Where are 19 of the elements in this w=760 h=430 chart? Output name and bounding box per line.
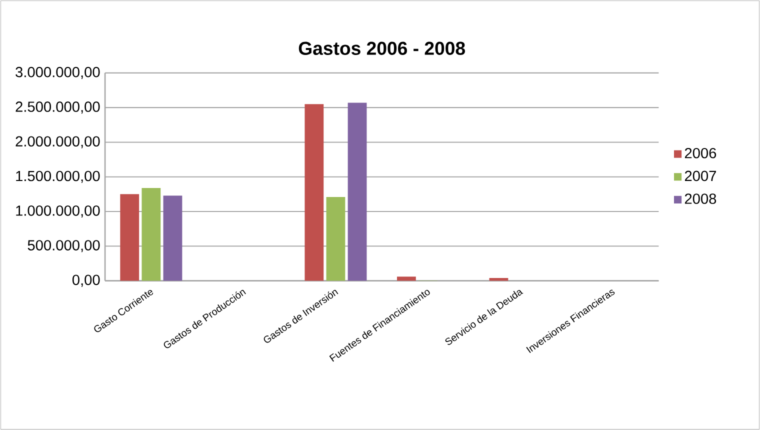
bar	[348, 102, 367, 281]
bar	[163, 196, 182, 281]
y-tick-label: 2.000.000,00	[16, 136, 100, 148]
bar	[326, 196, 346, 281]
y-tick-label: 500.000,00	[28, 240, 100, 252]
bar	[120, 194, 140, 281]
legend-label: 2007	[684, 170, 716, 182]
bar	[396, 276, 416, 281]
legend-label: 2008	[684, 194, 716, 204]
chart-title: Gastos 2006 - 2008	[298, 42, 465, 55]
legend-label: 2006	[684, 148, 716, 158]
y-tick-label: 1.000.000,00	[16, 205, 100, 218]
bar	[489, 278, 508, 281]
y-tick-label: 1.500.000,00	[16, 170, 100, 183]
y-tick-label: 3.000.000,00	[16, 66, 100, 79]
bar	[142, 188, 161, 281]
y-tick-label: 0,00	[72, 274, 100, 287]
bar	[304, 104, 324, 281]
y-tick-label: 2.500.000,00	[16, 102, 100, 114]
